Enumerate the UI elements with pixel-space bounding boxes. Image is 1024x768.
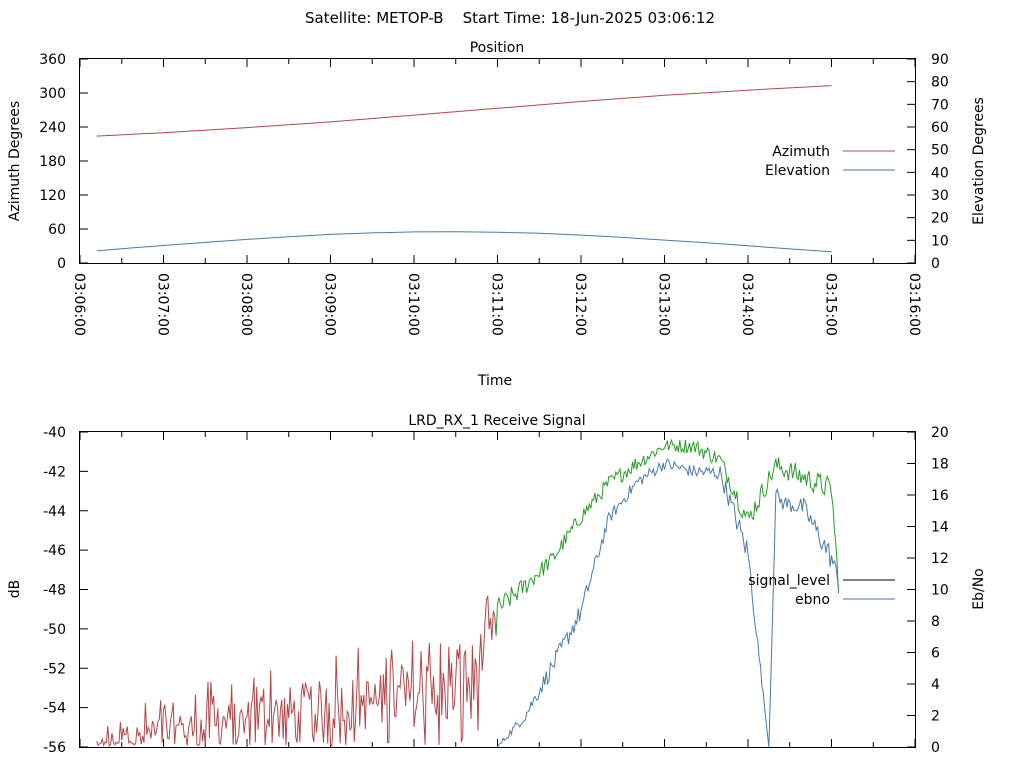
series-line-signal-level-unlocked: [96, 595, 497, 747]
x-tick-label: 03:16:00: [906, 273, 922, 336]
x-tick-label: 03:15:00: [823, 273, 839, 336]
y2-tick-label: 0: [931, 740, 940, 756]
series-line-ebno: [497, 458, 839, 748]
y2-tick-label: 2: [931, 709, 940, 725]
position-chart-y2label: Elevation Degrees: [971, 97, 987, 225]
y2-tick-label: 10: [931, 233, 949, 249]
position-chart-legend: Azimuth Elevation: [765, 144, 895, 179]
position-chart-series: [96, 85, 832, 253]
y-tick-label: -46: [43, 543, 66, 559]
y2-tick-label: 70: [931, 97, 949, 113]
y-tick-label: 300: [39, 86, 66, 102]
y2-tick-label: 40: [931, 165, 949, 181]
y-tick-label: -54: [43, 701, 66, 717]
y2-tick-label: 20: [931, 425, 949, 441]
receive-signal-chart-series: [96, 438, 839, 748]
receive-signal-chart-legend: signal_level ebno: [748, 573, 895, 608]
y-tick-label: 240: [39, 120, 66, 136]
legend-label-elevation: Elevation: [765, 163, 830, 179]
x-tick-label: 03:12:00: [572, 273, 588, 336]
y2-tick-label: 8: [931, 614, 940, 630]
y2-tick-label: 90: [931, 52, 949, 68]
series-line-signal-level-locked: [495, 438, 839, 636]
y-tick-label: 180: [39, 154, 66, 170]
x-tick-label: 03:10:00: [405, 273, 421, 336]
series-line-azimuth: [96, 85, 832, 137]
y-tick-label: 60: [48, 222, 66, 238]
x-tick-label: 03:07:00: [155, 273, 171, 336]
y2-tick-label: 20: [931, 211, 949, 227]
receive-signal-chart-title: LRD_RX_1 Receive Signal: [408, 413, 585, 429]
y-tick-label: -52: [43, 661, 66, 677]
figure-title: Satellite: METOP-B Start Time: 18-Jun-20…: [305, 9, 715, 27]
position-chart-ticks: [79, 58, 916, 264]
legend-label-azimuth: Azimuth: [772, 144, 830, 160]
y-tick-label: -48: [43, 583, 66, 599]
receive-signal-chart-y2label: Eb/No: [971, 568, 987, 610]
position-chart-xlabel: Time: [477, 373, 512, 389]
legend-label-signal-level: signal_level: [748, 573, 830, 589]
position-chart-tick-labels: 0 60 120 180 240 300 360 0 10 20 30 40 50 60 70 80 90 03:…: [39, 52, 949, 336]
position-chart-ylabel: Azimuth Degrees: [7, 101, 23, 221]
y2-tick-label: 12: [931, 551, 949, 567]
x-tick-label: 03:08:00: [238, 273, 254, 336]
x-tick-label: 03:09:00: [322, 273, 338, 336]
receive-signal-chart-tick-labels: -40 -42 -44 -46 -48 -50 -52 -54 -56 0 2 4 6 8 10 12 14 16…: [43, 425, 949, 756]
receive-signal-chart: LRD_RX_1 Receive Signal -40-42-44-46-48-…: [7, 413, 987, 756]
receive-signal-chart-ticks: [79, 431, 916, 748]
position-chart-title: Position: [470, 40, 525, 56]
y-tick-label: -40: [43, 425, 66, 441]
y2-tick-label: 4: [931, 677, 940, 693]
y2-tick-label: 80: [931, 75, 949, 91]
y2-tick-label: 16: [931, 488, 949, 504]
y-tick-label: 0: [57, 256, 66, 272]
legend-label-ebno: ebno: [795, 592, 830, 608]
x-tick-label: 03:14:00: [739, 273, 755, 336]
y2-tick-label: 30: [931, 188, 949, 204]
x-tick-label: 03:13:00: [656, 273, 672, 336]
y2-tick-label: 10: [931, 583, 949, 599]
y-tick-label: -50: [43, 622, 66, 638]
y2-tick-label: 6: [931, 646, 940, 662]
y-tick-label: 120: [39, 188, 66, 204]
position-chart-plot-frame: [79, 58, 916, 264]
receive-signal-chart-plot-frame: [79, 431, 916, 748]
position-chart: Position 0 60 120 180 240 300 360 0 10 20 30 40 50 60…: [7, 40, 987, 389]
x-tick-label: 03:06:00: [71, 273, 87, 336]
y-tick-label: 360: [39, 52, 66, 68]
y-tick-label: -42: [43, 464, 66, 480]
y-tick-label: -56: [43, 740, 66, 756]
y-tick-label: -44: [43, 504, 66, 520]
y2-tick-label: 0: [931, 256, 940, 272]
y2-tick-label: 18: [931, 457, 949, 473]
y2-tick-label: 14: [931, 520, 949, 536]
y2-tick-label: 60: [931, 120, 949, 136]
x-tick-label: 03:11:00: [489, 273, 505, 336]
receive-signal-chart-ylabel: dB: [7, 580, 23, 599]
series-line-elevation: [96, 231, 832, 253]
y2-tick-label: 50: [931, 143, 949, 159]
